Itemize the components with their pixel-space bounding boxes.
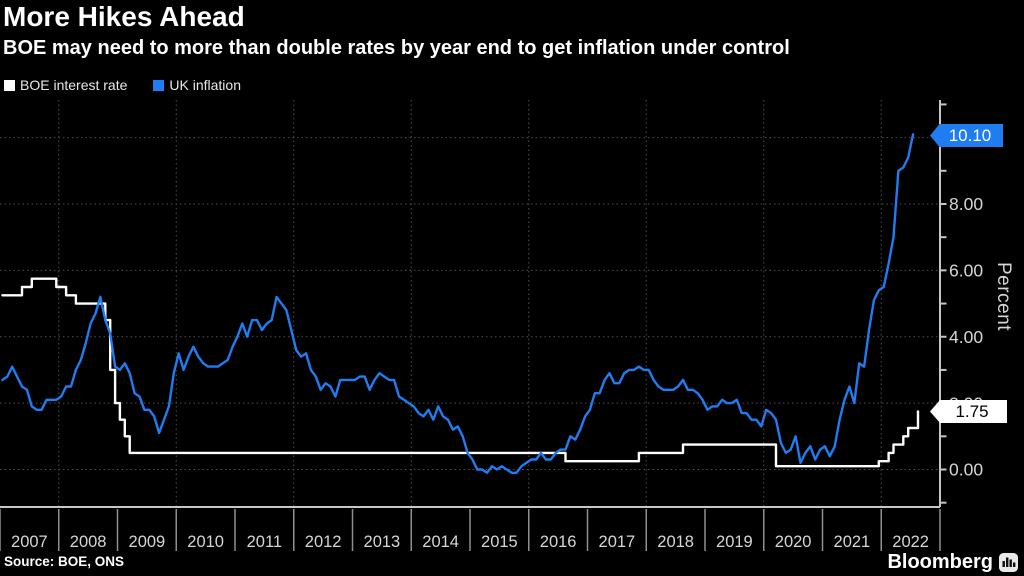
x-axis-year-label: 2007 <box>11 533 48 551</box>
x-axis-year-label: 2016 <box>540 533 577 551</box>
x-axis-year-label: 2009 <box>129 533 166 551</box>
legend-item-boe-rate: BOE interest rate <box>4 77 127 93</box>
page-subtitle: BOE may need to more than double rates b… <box>3 37 790 59</box>
inflation-last-value: 10.10 <box>948 126 992 145</box>
legend: BOE interest rate UK inflation <box>4 77 241 93</box>
y-axis-title: Percent <box>993 262 1014 331</box>
x-axis-year-label: 2017 <box>599 533 636 551</box>
x-axis-year-label: 2020 <box>775 533 812 551</box>
bloomberg-chart-icon <box>999 553 1018 572</box>
y-axis-tick-label: 6.00 <box>949 261 983 281</box>
bloomberg-wordmark: Bloomberg <box>887 551 993 573</box>
boe-rate-swatch <box>4 79 15 91</box>
x-axis-year-label: 2011 <box>247 533 282 551</box>
x-axis-year-label: 2013 <box>364 533 401 551</box>
x-axis-year-label: 2014 <box>422 533 459 551</box>
legend-item-uk-inflation: UK inflation <box>153 77 241 93</box>
inflation-last-value-badge: 10.10 <box>930 124 1003 147</box>
x-axis-year-label: 2010 <box>187 533 224 551</box>
plot-area: 0.002.004.006.008.0020072008200920102011… <box>0 100 983 551</box>
rate-last-value-badge: 1.75 <box>930 400 1007 423</box>
x-axis-year-label: 2012 <box>305 533 342 551</box>
uk-inflation-line <box>1 133 915 474</box>
legend-label-boe-rate: BOE interest rate <box>20 77 128 93</box>
bloomberg-logo: Bloomberg <box>887 551 1018 574</box>
x-axis-year-label: 2008 <box>70 533 107 551</box>
x-axis-year-label: 2021 <box>834 533 871 551</box>
source-note: Source: BOE, ONS <box>4 554 125 569</box>
y-axis-tick-label: 0.00 <box>949 460 983 480</box>
x-axis-year-label: 2018 <box>657 533 694 551</box>
page-title: More Hikes Ahead <box>3 1 245 32</box>
y-axis-tick-label: 8.00 <box>949 194 983 214</box>
x-axis-year-label: 2019 <box>716 533 753 551</box>
rate-last-value: 1.75 <box>955 402 989 421</box>
x-axis-year-label: 2022 <box>892 533 929 551</box>
x-axis-year-label: 2015 <box>481 533 518 551</box>
legend-label-uk-inflation: UK inflation <box>169 77 241 93</box>
boe-interest-rate-line <box>1 277 920 468</box>
uk-inflation-swatch <box>153 79 165 91</box>
y-axis-tick-label: 4.00 <box>949 327 983 347</box>
